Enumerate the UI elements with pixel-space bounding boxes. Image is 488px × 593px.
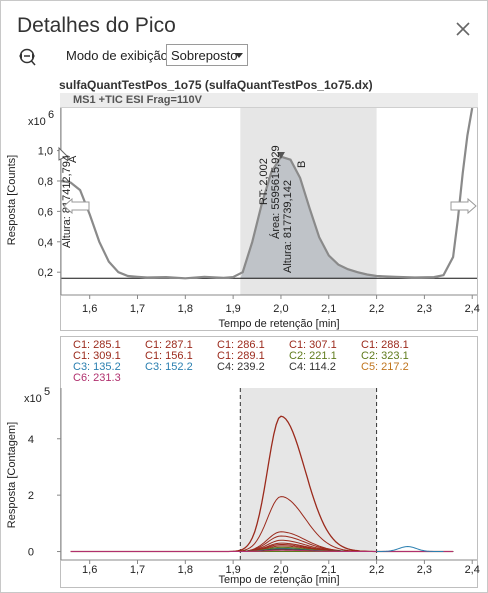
peak-b-area-label: Área: 5595615,929 — [269, 145, 282, 239]
x-tick-label: 1,6 — [82, 303, 97, 315]
legend-entry: C3: 135.2 — [73, 361, 121, 373]
x-tick-label: 2,2 — [369, 564, 384, 576]
tic-chart[interactable]: 1,6 1,7 1,8 1,9 2,0 2,1 2,2 2,3 2,4 0,2 0,4 0,6 0,8 1… — [0, 0, 488, 340]
x-tick-label: 1,8 — [178, 303, 193, 315]
peak-a-marker — [58, 146, 68, 161]
legend-entry: C1: 307.1 — [289, 339, 337, 351]
x-tick-label: 1,9 — [225, 303, 240, 315]
x-tick-label: 2,3 — [417, 303, 432, 315]
arrow-left-icon — [63, 197, 90, 215]
x-axis-title: Tempo de retenção [min] — [218, 574, 339, 586]
peak-b-apex-marker — [276, 152, 285, 159]
y-tick-label: 2 — [28, 490, 34, 502]
eic-legend: C1: 285.1 C1: 287.1 C1: 286.1 C1: 307.1 C1: … — [60, 337, 478, 389]
arrow-right-icon — [450, 197, 477, 215]
x-tick-label: 2,1 — [321, 564, 336, 576]
peak-b-rt: RT: 2,002 — [258, 158, 270, 205]
selection-band — [240, 388, 377, 560]
y-tick-label: 0,8 — [38, 176, 53, 188]
ms-header: MS1 +TIC ESI Frag=110V — [60, 93, 478, 108]
x-tick-label: 2,4 — [465, 303, 480, 315]
display-mode-select[interactable]: Sobreposto — [166, 44, 248, 66]
y-tick-label: 4 — [28, 434, 34, 446]
legend-entry: C4: 239.2 — [217, 361, 265, 373]
y-axis-title: Resposta [Contagem] — [6, 422, 18, 528]
legend-entry: C6: 231.3 — [73, 372, 121, 384]
y-multiplier-exponent: 5 — [44, 386, 50, 398]
peak-b-label: B — [296, 161, 308, 168]
y-tick-label: 0,4 — [38, 237, 53, 249]
legend-entry: C1: 285.1 — [73, 339, 121, 351]
legend-entry: C1: 309.1 — [73, 350, 121, 362]
legend-entry: C3: 152.2 — [145, 361, 193, 373]
close-icon[interactable] — [452, 18, 474, 40]
x-tick-label: 1,9 — [225, 564, 240, 576]
legend-entry: C1: 156.1 — [145, 350, 193, 362]
x-tick-label: 2,4 — [465, 564, 480, 576]
y-multiplier: x10 — [24, 393, 42, 405]
window-title: Detalhes do Pico — [17, 14, 176, 37]
x-tick-label: 1,7 — [130, 303, 145, 315]
zoom-out-icon[interactable] — [16, 46, 38, 68]
y-tick-label: 0,6 — [38, 206, 53, 218]
x-tick-label: 1,8 — [178, 564, 193, 576]
peak-a-height: Altura: 817412,794 — [61, 155, 73, 248]
legend-entry: C4: 114.2 — [289, 361, 336, 373]
y-multiplier-exponent: 6 — [48, 109, 54, 121]
eic-minor-peak — [376, 545, 444, 552]
x-tick-label: 1,6 — [82, 564, 97, 576]
y-tick-label: 1,0 — [38, 146, 53, 158]
file-title: sulfaQuantTestPos_1o75 (sulfaQuantTestPo… — [59, 78, 373, 92]
y-multiplier: x10 — [28, 116, 46, 128]
legend-entry: C1: 289.1 — [217, 350, 265, 362]
peak-b-height: Altura: 817739,142 — [282, 180, 294, 273]
y-tick-label: 0,2 — [38, 267, 53, 279]
display-mode-label: Modo de exibição — [66, 48, 168, 63]
legend-entry: C1: 288.1 — [361, 339, 409, 351]
legend-entry: C1: 287.1 — [145, 339, 193, 351]
y-tick-label: 0 — [28, 547, 34, 559]
legend-entry: C2: 323.1 — [361, 350, 409, 362]
y-axis-title: Resposta [Counts] — [6, 155, 18, 246]
x-axis-title: Tempo de retenção [min] — [218, 318, 339, 330]
x-tick-label: 1,7 — [130, 564, 145, 576]
peak-a-label: A — [67, 155, 79, 163]
peak-b-area — [240, 156, 377, 279]
legend-entry: C2: 221.1 — [289, 350, 337, 362]
x-tick-label: 2,2 — [369, 303, 384, 315]
chevron-down-icon — [235, 53, 243, 58]
x-tick-label: 2,3 — [417, 564, 432, 576]
legend-entry: C1: 286.1 — [217, 339, 265, 351]
legend-entry: C5: 217.2 — [361, 361, 409, 373]
x-tick-label: 2,1 — [321, 303, 336, 315]
x-tick-label: 2,0 — [273, 303, 288, 315]
display-mode-value: Sobreposto — [171, 48, 238, 63]
x-tick-label: 2,0 — [273, 564, 288, 576]
